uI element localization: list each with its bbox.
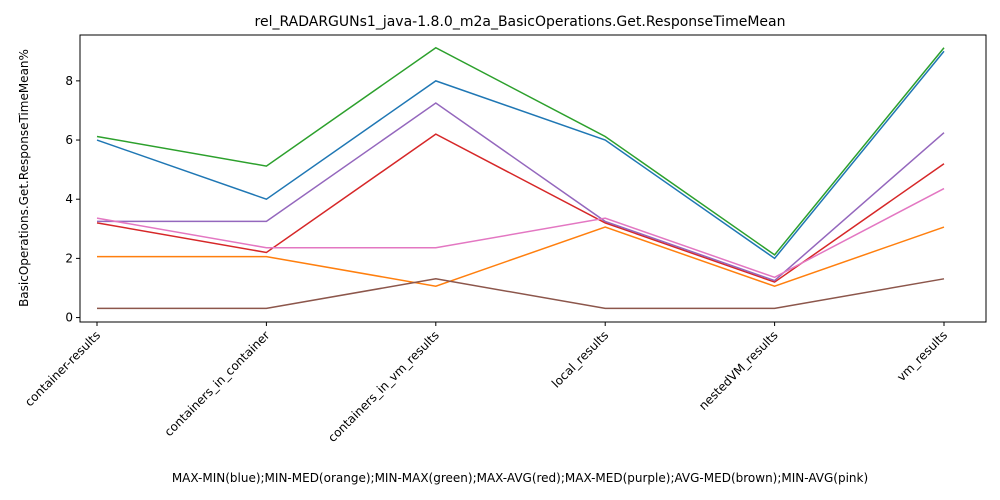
- y-axis: 0 2 4 6 8: [65, 74, 80, 325]
- chart-title: rel_RADARGUNs1_java-1.8.0_m2a_BasicOpera…: [255, 14, 786, 30]
- x-tick-label: container-results: [22, 328, 103, 409]
- y-tick-label: 4: [65, 192, 73, 206]
- x-tick-label: vm_results: [894, 328, 950, 384]
- y-tick-label: 8: [65, 74, 73, 88]
- series-line-3: [96, 133, 945, 283]
- series-line-6: [96, 187, 945, 279]
- y-tick-label: 6: [65, 133, 73, 147]
- series-line-1: [97, 226, 945, 287]
- x-tick-label: local_results: [549, 328, 611, 390]
- series-line-0: [96, 50, 945, 260]
- series-line-4: [97, 102, 945, 282]
- x-axis-label: MAX-MIN(blue);MIN-MED(orange);MIN-MAX(gr…: [172, 471, 868, 485]
- y-axis-label: BasicOperations.Get.ResponseTimeMean%: [17, 49, 31, 307]
- x-axis: container-results containers_in_container…: [22, 322, 950, 445]
- series-lines: [96, 46, 945, 310]
- x-tick-label: containers_in_container: [162, 328, 273, 439]
- x-tick-label: containers_in_vm_results: [325, 328, 442, 445]
- y-tick-label: 0: [65, 311, 73, 325]
- y-tick-label: 2: [65, 251, 73, 265]
- series-line-2: [96, 46, 945, 256]
- x-tick-label: nestedVM_results: [696, 328, 781, 413]
- plot-frame: [79, 34, 987, 323]
- series-line-5: [97, 278, 945, 310]
